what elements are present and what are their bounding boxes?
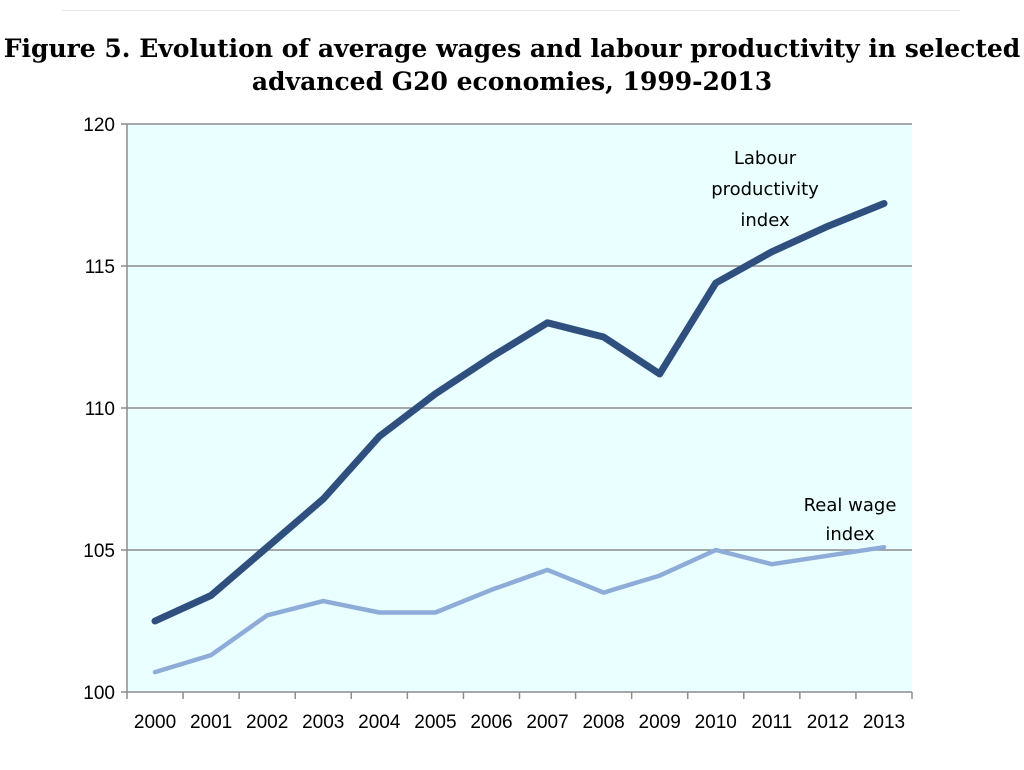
- real-wage-annotation-line: Real wage: [804, 495, 897, 516]
- x-tick-label: 2008: [582, 712, 624, 733]
- y-tick-label: 120: [83, 115, 115, 136]
- labour-productivity-annotation-line: productivity: [711, 179, 819, 200]
- chart-title: Figure 5. Evolution of average wages and…: [0, 32, 1024, 98]
- x-tick-label: 2012: [807, 712, 849, 733]
- labour-productivity-annotation-line: index: [740, 210, 790, 231]
- chart-title-line-1: Figure 5. Evolution of average wages and…: [3, 34, 1021, 63]
- top-rule: [62, 10, 960, 11]
- x-tick-label: 2002: [246, 712, 288, 733]
- x-tick-label: 2013: [863, 712, 905, 733]
- real-wage-line: [152, 544, 887, 675]
- x-tick-label: 2004: [358, 712, 401, 733]
- chart-title-line-2: advanced G20 economies, 1999-2013: [251, 67, 773, 96]
- y-tick-label: 100: [83, 683, 115, 704]
- x-tick-label: 2005: [414, 712, 456, 733]
- x-tick-label: 2011: [751, 712, 792, 733]
- x-tick-label: 2006: [470, 712, 512, 733]
- labour-productivity-annotation-line: Labour: [734, 148, 797, 169]
- x-tick-label: 2007: [526, 712, 568, 733]
- x-tick-label: 2009: [639, 712, 681, 733]
- y-tick-label: 115: [85, 257, 115, 278]
- x-tick-label: 2003: [302, 712, 344, 733]
- x-tick-label: 2010: [695, 712, 737, 733]
- real-wage-annotation-line: index: [825, 524, 875, 545]
- labour-productivity-line: [151, 200, 888, 625]
- x-tick-label: 2000: [134, 712, 176, 733]
- y-tick-label: 105: [83, 541, 115, 562]
- x-tick-label: 2001: [190, 712, 232, 733]
- y-tick-label: 110: [85, 399, 115, 420]
